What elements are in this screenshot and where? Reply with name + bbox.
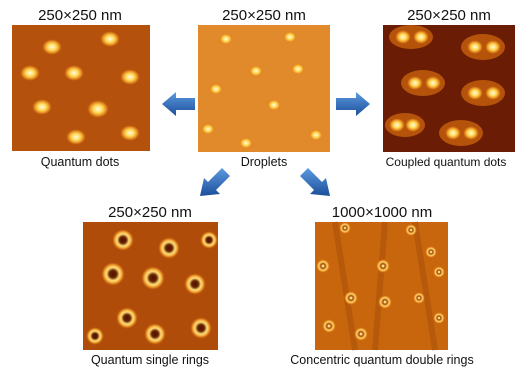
figure: 250×250 nm Quantum dots 250×250 nm Dropl… [0,0,525,371]
caption: Coupled quantum dots [386,155,507,169]
caption: Concentric quantum double rings [290,353,473,367]
afm-image [83,222,218,350]
scale-label: 250×250 nm [222,7,306,24]
scale-label: 1000×1000 nm [332,204,433,221]
afm-image [12,25,150,151]
afm-image [315,222,448,350]
arrow [162,92,195,116]
arrow [336,92,370,116]
scale-label: 250×250 nm [38,7,122,24]
caption: Droplets [241,155,288,169]
page: 250×250 nm Quantum dots 250×250 nm Dropl… [0,0,525,371]
afm-image [198,25,330,152]
afm-image [383,25,515,152]
arrow [300,168,330,196]
caption: Quantum dots [41,155,120,169]
scale-label: 250×250 nm [407,7,491,24]
scale-label: 250×250 nm [108,204,192,221]
arrow [200,168,230,196]
caption: Quantum single rings [91,353,209,367]
